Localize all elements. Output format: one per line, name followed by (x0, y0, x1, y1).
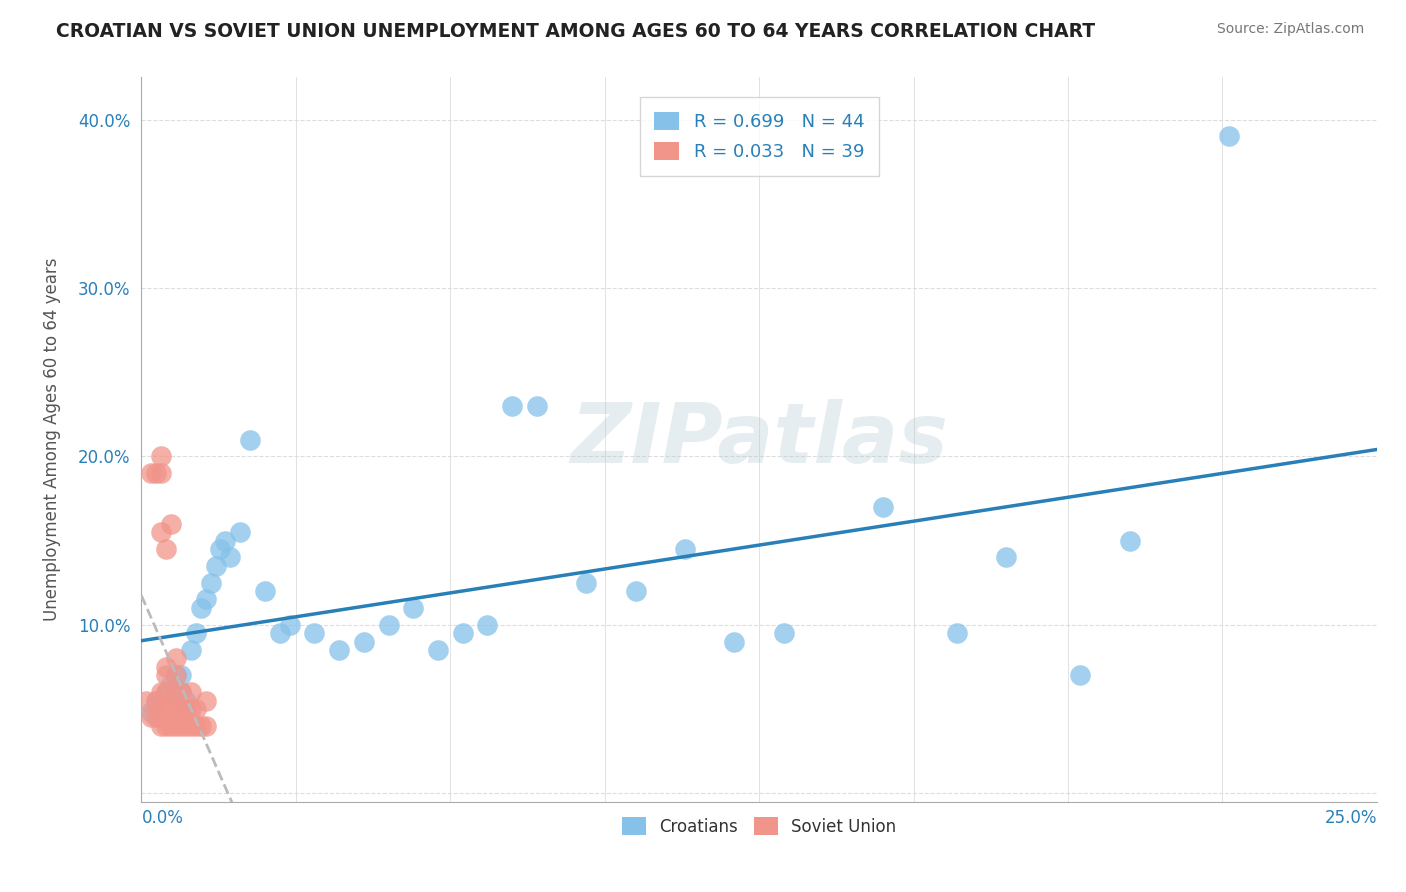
Point (160, 719, 183, 733)
Point (160, 516, 183, 531)
Point (170, 685, 193, 699)
Point (165, 685, 187, 699)
Point (155, 719, 177, 733)
Point (141, 706, 163, 720)
Point (150, 719, 173, 733)
Point (872, 500, 894, 514)
Point (229, 525, 252, 540)
Point (141, 466, 163, 480)
Point (204, 558, 226, 573)
Point (1218, 129, 1240, 144)
Point (723, 634, 745, 648)
Point (1119, 533, 1142, 548)
Text: Source: ZipAtlas.com: Source: ZipAtlas.com (1216, 22, 1364, 37)
Point (160, 702, 183, 716)
Point (477, 617, 499, 632)
Point (150, 702, 173, 716)
Point (165, 719, 187, 733)
Point (184, 702, 207, 716)
Point (155, 702, 177, 716)
Point (165, 685, 187, 699)
Point (180, 702, 202, 716)
Point (773, 626, 796, 640)
Point (150, 466, 173, 480)
Point (194, 693, 217, 707)
Point (155, 541, 177, 556)
Point (165, 668, 187, 682)
Point (155, 660, 177, 674)
Point (1069, 668, 1091, 682)
Point (190, 719, 212, 733)
Point (170, 685, 193, 699)
Point (451, 626, 474, 640)
Point (353, 634, 375, 648)
Point (174, 693, 197, 707)
Point (426, 643, 449, 657)
Point (170, 668, 193, 682)
Point (180, 685, 202, 699)
Point (219, 550, 242, 565)
Text: CROATIAN VS SOVIET UNION UNEMPLOYMENT AMONG AGES 60 TO 64 YEARS CORRELATION CHAR: CROATIAN VS SOVIET UNION UNEMPLOYMENT AM… (56, 22, 1095, 41)
Point (946, 626, 969, 640)
Point (209, 541, 232, 556)
Point (174, 702, 197, 716)
Point (141, 710, 163, 724)
Point (377, 617, 399, 632)
Point (184, 626, 207, 640)
Point (402, 601, 425, 615)
Point (526, 399, 548, 413)
Point (150, 525, 173, 540)
Point (155, 668, 177, 682)
Point (160, 676, 183, 690)
Point (180, 643, 202, 657)
Point (155, 685, 177, 699)
Point (180, 719, 202, 733)
Text: 0.0%: 0.0% (142, 809, 183, 827)
Point (174, 719, 197, 733)
Point (165, 651, 187, 665)
Point (150, 685, 173, 699)
Point (501, 399, 523, 413)
Point (624, 584, 647, 599)
Point (170, 702, 193, 716)
Point (150, 450, 173, 464)
Point (194, 719, 217, 733)
Point (145, 466, 167, 480)
Point (145, 693, 167, 707)
Point (673, 541, 696, 556)
Point (278, 617, 301, 632)
Point (165, 668, 187, 682)
Point (145, 710, 167, 724)
Text: ZIPatlas: ZIPatlas (571, 399, 948, 480)
Legend: Croatians, Soviet Union: Croatians, Soviet Union (614, 809, 904, 844)
Point (239, 433, 262, 447)
Point (170, 719, 193, 733)
Point (135, 693, 157, 707)
Y-axis label: Unemployment Among Ages 60 to 64 years: Unemployment Among Ages 60 to 64 years (44, 258, 60, 621)
Point (269, 626, 291, 640)
Point (304, 626, 326, 640)
Point (328, 643, 350, 657)
Point (214, 533, 236, 548)
Point (253, 584, 276, 599)
Point (184, 719, 207, 733)
Point (200, 575, 222, 590)
Point (575, 575, 598, 590)
Point (145, 693, 167, 707)
Point (155, 685, 177, 699)
Point (995, 550, 1018, 565)
Point (190, 601, 212, 615)
Point (165, 702, 187, 716)
Point (194, 592, 217, 607)
Text: 25.0%: 25.0% (1324, 809, 1376, 827)
